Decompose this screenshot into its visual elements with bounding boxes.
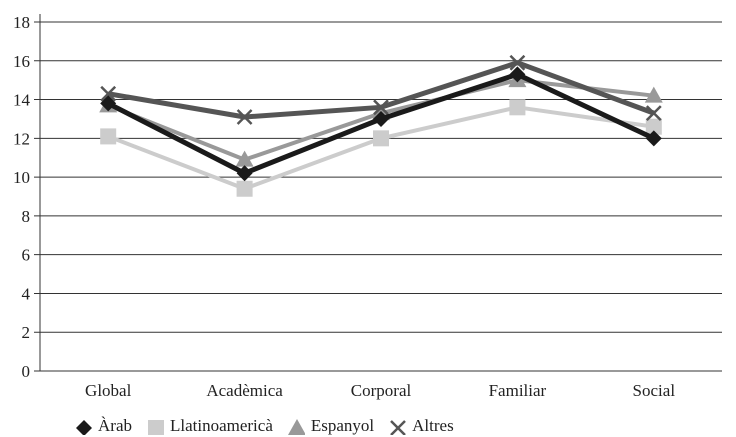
- point-marker: [235, 150, 254, 167]
- legend-label: Altres: [412, 416, 454, 435]
- x-axis-tick-labels: Global Acadèmica Corporal Familiar Social: [85, 381, 675, 400]
- y-tick-label: 6: [22, 246, 31, 265]
- y-tick-label: 14: [13, 91, 31, 110]
- x-tick-label: Global: [85, 381, 132, 400]
- series-x: [100, 54, 662, 125]
- point-marker: [147, 420, 164, 435]
- y-tick-label: 0: [22, 362, 31, 381]
- point-marker: [373, 99, 389, 116]
- point-marker: [644, 86, 663, 103]
- legend-swatch-diamond: [76, 420, 92, 435]
- legend-swatch-triangle: [287, 419, 305, 435]
- legend-item: Altres: [388, 416, 454, 436]
- legend: Àrab Llatinoamericà Espanyol Altres: [74, 415, 468, 437]
- point-marker: [287, 419, 305, 435]
- x-tick-label: Social: [633, 381, 676, 400]
- point-marker: [509, 99, 526, 116]
- point-marker: [373, 110, 389, 127]
- point-marker: [645, 105, 662, 122]
- point-marker: [373, 130, 389, 147]
- legend-item: Espanyol: [287, 416, 374, 436]
- y-tick-label: 18: [13, 13, 30, 32]
- point-marker: [236, 165, 253, 182]
- x-tick-label: Corporal: [351, 381, 412, 400]
- point-marker: [100, 95, 117, 112]
- gridlines: [34, 14, 722, 372]
- y-tick-label: 12: [13, 129, 30, 148]
- point-marker: [100, 128, 117, 145]
- legend-swatch-square: [147, 420, 164, 435]
- legend-label: Espanyol: [310, 416, 375, 435]
- legend-item: Llatinoamericà: [146, 416, 273, 436]
- y-axis-tick-labels: 0 2 4 6 8 10 12 14 16 18: [13, 13, 31, 381]
- y-tick-label: 8: [22, 207, 31, 226]
- point-marker: [645, 118, 662, 135]
- point-marker: [390, 420, 407, 435]
- x-tick-label: Familiar: [489, 381, 547, 400]
- x-tick-label: Acadèmica: [206, 381, 283, 400]
- series-square: [100, 99, 662, 197]
- legend-item: Àrab: [74, 416, 132, 436]
- legend-label: Llatinoamericà: [169, 416, 273, 435]
- point-marker: [509, 54, 526, 71]
- y-tick-label: 10: [13, 168, 30, 187]
- point-marker: [645, 130, 662, 147]
- legend-label: Àrab: [98, 416, 132, 435]
- series-diamond: [100, 66, 662, 182]
- y-tick-label: 16: [13, 52, 30, 71]
- point-marker: [236, 180, 253, 197]
- series-lines: [99, 54, 663, 197]
- y-tick-label: 4: [22, 284, 31, 303]
- y-tick-label: 2: [22, 323, 31, 342]
- legend-swatch-x: [390, 420, 407, 435]
- point-marker: [76, 420, 92, 435]
- point-marker: [509, 66, 526, 83]
- point-marker: [100, 85, 117, 102]
- point-marker: [236, 109, 253, 125]
